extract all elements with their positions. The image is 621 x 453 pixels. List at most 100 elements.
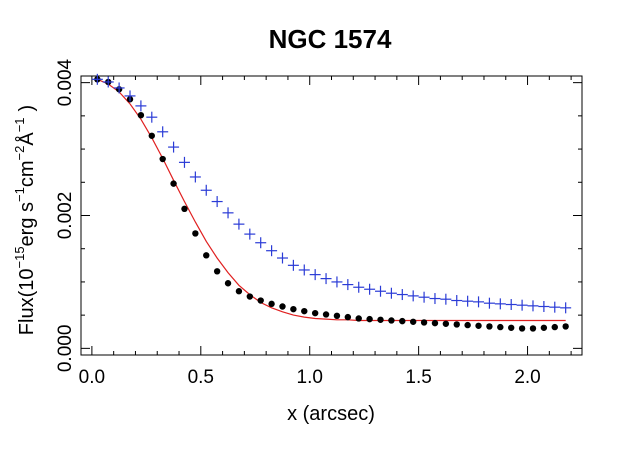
blue-cross-point-30 (418, 291, 430, 303)
black-dot-point-43 (562, 323, 569, 330)
blue-cross-point-42 (549, 301, 561, 313)
blue-cross-point-9 (189, 171, 201, 183)
black-dot-point-31 (431, 319, 439, 327)
blue-cross-point-11 (211, 196, 223, 208)
blue-cross-point-4 (135, 100, 147, 112)
blue-cross-point-19 (298, 264, 310, 276)
black-dot-point-22 (333, 312, 341, 320)
blue-cross-point-20 (309, 269, 321, 281)
black-dot-point-25 (366, 315, 373, 323)
x-axis-ticks: 0.0 0.5 1.0 1.5 2.0 (79, 76, 572, 388)
blue-cross-point-43 (560, 302, 572, 314)
blue-cross-point-12 (222, 207, 234, 219)
blue-cross-point-16 (266, 245, 278, 257)
black-dot-point-19 (301, 307, 308, 315)
blue-cross-point-8 (178, 156, 190, 168)
blue-cross-point-0 (91, 73, 103, 85)
black-dot-point-6 (159, 155, 166, 163)
y-label-close: ) (16, 105, 38, 112)
black-dot-point-12 (224, 280, 232, 287)
black-dot-point-35 (475, 322, 482, 329)
black-dot-point-9 (192, 230, 199, 237)
blue-cross-point-36 (483, 297, 495, 309)
black-dot-point-40 (529, 325, 537, 332)
y-axis-ticks: 0.000 0.002 0.004 (55, 58, 582, 372)
y-label-exp1: −15 (12, 246, 27, 268)
y-label-unit3: Å (15, 132, 38, 146)
blue-cross-point-25 (364, 283, 376, 295)
black-dot-point-5 (148, 132, 155, 139)
black-dot-point-11 (213, 268, 221, 275)
black-dot-point-7 (170, 180, 177, 187)
blue-cross-point-33 (451, 295, 463, 307)
x-tick-label-1: 0.5 (188, 367, 214, 388)
blue-cross-point-32 (440, 293, 452, 305)
blue-cross-point-28 (396, 289, 408, 301)
x-axis-label: x (arcsec) (287, 403, 375, 425)
blue-cross-point-17 (276, 252, 288, 264)
black-dot-point-26 (377, 316, 384, 323)
black-dot-point-15 (257, 297, 264, 304)
black-dot-point-4 (137, 111, 145, 119)
x-tick-label-3: 1.5 (405, 367, 431, 388)
blue-cross-point-15 (255, 237, 267, 249)
black-dot-point-42 (551, 323, 558, 331)
blue-cross-point-13 (233, 218, 245, 230)
y-label-unit2: cm (16, 160, 38, 187)
black-dot-point-21 (322, 311, 330, 318)
black-dot-point-33 (453, 321, 460, 328)
black-dot-point-10 (203, 252, 210, 259)
y-label-exp3: −2 (12, 146, 27, 161)
y-label-base: Flux(10 (16, 269, 38, 336)
black-dot-point-41 (540, 324, 548, 331)
y-tick-label-1: 0.002 (55, 192, 76, 240)
black-dot-point-23 (344, 313, 352, 321)
black-dot-point-14 (246, 293, 254, 300)
blue-cross-point-22 (331, 276, 343, 288)
black-dot-point-27 (388, 317, 395, 324)
blue-cross-point-40 (527, 300, 539, 312)
black-dot-point-32 (442, 320, 450, 327)
blue-cross-point-27 (385, 287, 397, 299)
blue-cross-point-35 (473, 296, 485, 308)
blue-cross-point-3 (124, 90, 136, 102)
x-tick-label-0: 0.0 (79, 367, 105, 388)
black-dot-point-36 (486, 323, 493, 330)
blue-cross-point-6 (157, 126, 169, 138)
x-tick-label-2: 1.0 (297, 367, 323, 388)
black-dot-point-24 (355, 315, 362, 322)
blue-cross-point-1 (102, 76, 114, 88)
black-dot-point-34 (464, 321, 471, 329)
blue-cross-point-38 (505, 299, 517, 311)
black-dot-point-8 (181, 205, 188, 213)
y-tick-label-0: 0.000 (55, 325, 76, 373)
black-dot-point-18 (290, 305, 297, 313)
blue-cross-point-23 (342, 279, 354, 291)
black-dot-point-30 (420, 319, 428, 326)
y-axis-label: Flux(10−15erg s−1cm−2Å−1) (12, 105, 38, 335)
black-dot-point-17 (279, 303, 286, 310)
blue-cross-point-39 (516, 299, 528, 311)
black-dot-point-28 (399, 317, 406, 325)
blue-cross-point-24 (353, 281, 365, 293)
blue-cross-point-21 (320, 273, 332, 285)
blue-cross-point-34 (462, 295, 474, 307)
blue-crosses-series (91, 73, 572, 314)
black-dot-point-16 (268, 300, 275, 308)
blue-cross-point-5 (146, 111, 158, 123)
blue-cross-point-26 (375, 285, 387, 297)
blue-cross-point-2 (113, 82, 125, 94)
blue-cross-point-10 (200, 184, 212, 196)
black-dot-point-20 (311, 309, 319, 317)
black-dots-series (94, 76, 569, 332)
black-dot-point-13 (235, 288, 243, 295)
y-label-exp4: −1 (12, 117, 27, 132)
chart-title: NGC 1574 (269, 24, 392, 54)
blue-cross-point-41 (538, 301, 550, 313)
black-dot-point-37 (497, 323, 504, 331)
blue-cross-point-7 (168, 141, 180, 153)
blue-cross-point-14 (244, 228, 256, 240)
y-label-unit1: erg s (16, 202, 38, 246)
black-dot-point-29 (409, 318, 417, 325)
